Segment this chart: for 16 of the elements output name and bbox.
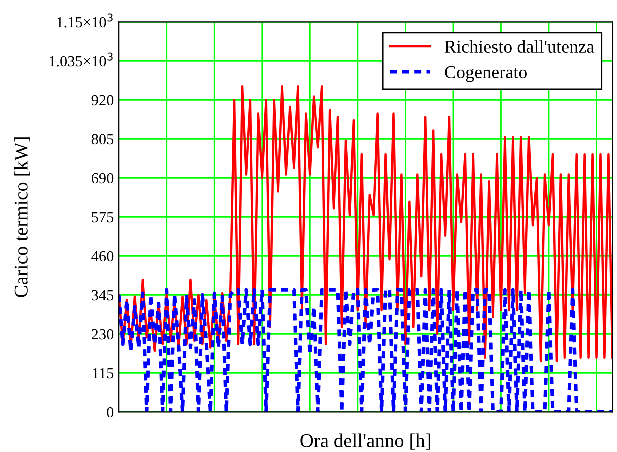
- y-tick-label: 230: [92, 329, 114, 340]
- legend-label: Richiesto dall'utenza: [444, 40, 594, 54]
- y-tick-label: 345: [92, 290, 114, 301]
- y-tick-label: 1.15×10$^{3}$: [58, 14, 113, 28]
- y-tick-label: 920: [92, 95, 114, 106]
- y-tick-label: 460: [92, 251, 114, 262]
- y-tick-label: 115: [93, 368, 114, 379]
- line-series: [119, 85, 613, 362]
- legend-label: Cogenerato: [445, 66, 527, 82]
- y-tick-label: 575: [92, 212, 114, 223]
- y-axis-title: Carico termico [kW]: [14, 138, 30, 298]
- y-tick-label: 1.035×10$^{3}$: [50, 52, 113, 67]
- y-tick-label: 0: [107, 407, 114, 418]
- y-tick-label: 805: [92, 134, 114, 145]
- x-axis-title: Ora dell'anno [h]: [300, 434, 430, 450]
- y-tick-label: 690: [92, 173, 114, 184]
